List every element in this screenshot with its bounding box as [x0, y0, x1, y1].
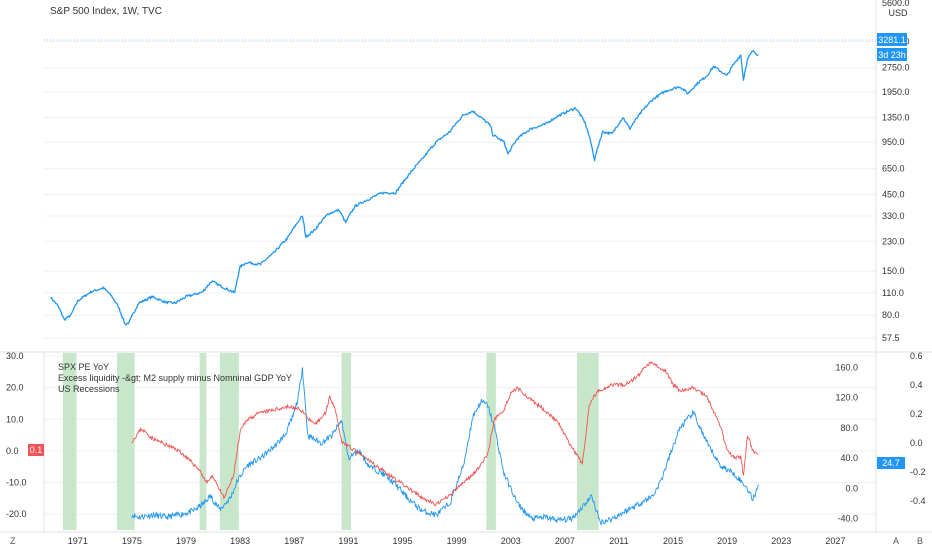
time-tick-label: 1971	[68, 536, 88, 546]
spx-series-line	[50, 49, 759, 326]
recession-band	[577, 353, 599, 530]
recession-band	[117, 353, 135, 530]
recession-band	[199, 353, 207, 530]
time-tick-label: 1999	[447, 536, 467, 546]
top-pane-series	[50, 49, 759, 326]
price-badge-text: 3281.1	[878, 35, 906, 45]
top-tick-label: 330.0	[882, 211, 905, 221]
recession-band	[219, 353, 239, 530]
top-tick-label: 950.0	[882, 137, 905, 147]
time-tick-label: 1979	[176, 536, 196, 546]
right-tick-label: 0.6	[910, 351, 923, 361]
left-tick-label: -10.0	[6, 478, 27, 488]
recession-band	[62, 353, 77, 530]
middle-tick-label: 40.0	[840, 453, 858, 463]
time-tick-label: 2007	[555, 536, 575, 546]
top-pane-grid	[44, 41, 876, 339]
top-tick-label: 2750.0	[882, 63, 910, 73]
time-tick-label: 2027	[825, 536, 845, 546]
left-tick-label: 10.0	[6, 414, 24, 424]
top-tick-cut: 5600.0	[882, 0, 910, 8]
right-tick-label: 0.2	[910, 409, 923, 419]
left-tick-label: 30.0	[6, 351, 24, 361]
top-tick-label: 110.0	[882, 288, 904, 298]
pe-yoy-line	[131, 367, 759, 526]
auto-scale-button[interactable]: A	[893, 536, 899, 546]
symbol-title[interactable]: S&P 500 Index, 1W, TVC	[50, 6, 162, 17]
middle-tick-label: 160.0	[835, 362, 858, 372]
middle-indicator-axis[interactable]: 160.0 120.0 80.0 40.0 0.0 -40.0	[835, 362, 858, 523]
countdown-badge-text: 3d 23h	[878, 50, 906, 60]
left-tick-label: 0.0	[6, 446, 19, 456]
time-tick-label: 2003	[501, 536, 521, 546]
right-value-badge	[877, 457, 905, 469]
log-scale-button[interactable]: B	[917, 536, 923, 546]
time-axis[interactable]: 1971 1975 1979 1983 1987 1991 1995 1999 2003 2007…	[68, 536, 846, 546]
left-value-badge	[28, 444, 44, 456]
top-tick-label: 650.0	[882, 164, 905, 174]
time-tick-label: 1983	[230, 536, 250, 546]
right-tick-label: -0.4	[910, 496, 926, 506]
top-tick-label: 230.0	[882, 236, 905, 246]
zoom-button[interactable]: Z	[10, 536, 16, 546]
top-price-axis[interactable]: 4000.02750.01950.01350.0950.0650.0450.03…	[882, 37, 910, 344]
time-tick-label: 2019	[717, 536, 737, 546]
time-tick-label: 1975	[122, 536, 142, 546]
currency-label: USD	[888, 8, 908, 18]
left-indicator-axis[interactable]: 30.0 20.0 10.0 0.0 -10.0 -20.0	[6, 351, 27, 519]
top-tick-label: 450.0	[882, 189, 905, 199]
left-value-badge-text: 0.1	[30, 445, 43, 455]
left-tick-label: 20.0	[6, 383, 24, 393]
time-tick-label: 2023	[771, 536, 791, 546]
legend-item-recessions[interactable]: US Recessions	[58, 384, 120, 394]
left-tick-label: -20.0	[6, 509, 27, 519]
legend-item-liquidity[interactable]: Excess liquidity -&gt; M2 supply minus N…	[58, 373, 292, 383]
time-tick-label: 1995	[392, 536, 412, 546]
top-tick-label: 80.0	[882, 310, 900, 320]
excess-liquidity-line	[131, 361, 759, 507]
top-tick-label: 150.0	[882, 266, 905, 276]
right-tick-label: 0.0	[910, 438, 923, 448]
time-tick-label: 1987	[284, 536, 304, 546]
top-tick-label: 1350.0	[882, 112, 910, 122]
countdown-badge	[877, 48, 907, 61]
recession-band	[486, 353, 496, 530]
recession-band	[341, 353, 352, 530]
top-tick-label: 1950.0	[882, 87, 910, 97]
time-tick-label: 2011	[609, 536, 628, 546]
right-indicator-axis[interactable]: 0.6 0.4 0.2 0.0 -0.2 -0.4	[910, 351, 926, 506]
legend-item-pe[interactable]: SPX PE YoY	[58, 362, 109, 372]
recession-bands	[62, 353, 599, 530]
middle-tick-label: 120.0	[835, 393, 858, 403]
right-tick-label: 0.4	[910, 380, 923, 390]
top-tick-label: 57.5	[882, 333, 900, 343]
right-value-badge-text: 24.7	[882, 458, 900, 468]
middle-tick-label: 0.0	[845, 483, 858, 493]
price-badge	[877, 33, 907, 46]
time-tick-label: 2015	[663, 536, 683, 546]
time-tick-label: 1991	[338, 536, 358, 546]
middle-tick-label: -40.0	[837, 514, 858, 524]
bottom-pane-series	[131, 361, 759, 526]
middle-tick-label: 80.0	[840, 423, 858, 433]
right-tick-label: -0.2	[910, 467, 926, 477]
bottom-pane-grid	[44, 355, 876, 515]
